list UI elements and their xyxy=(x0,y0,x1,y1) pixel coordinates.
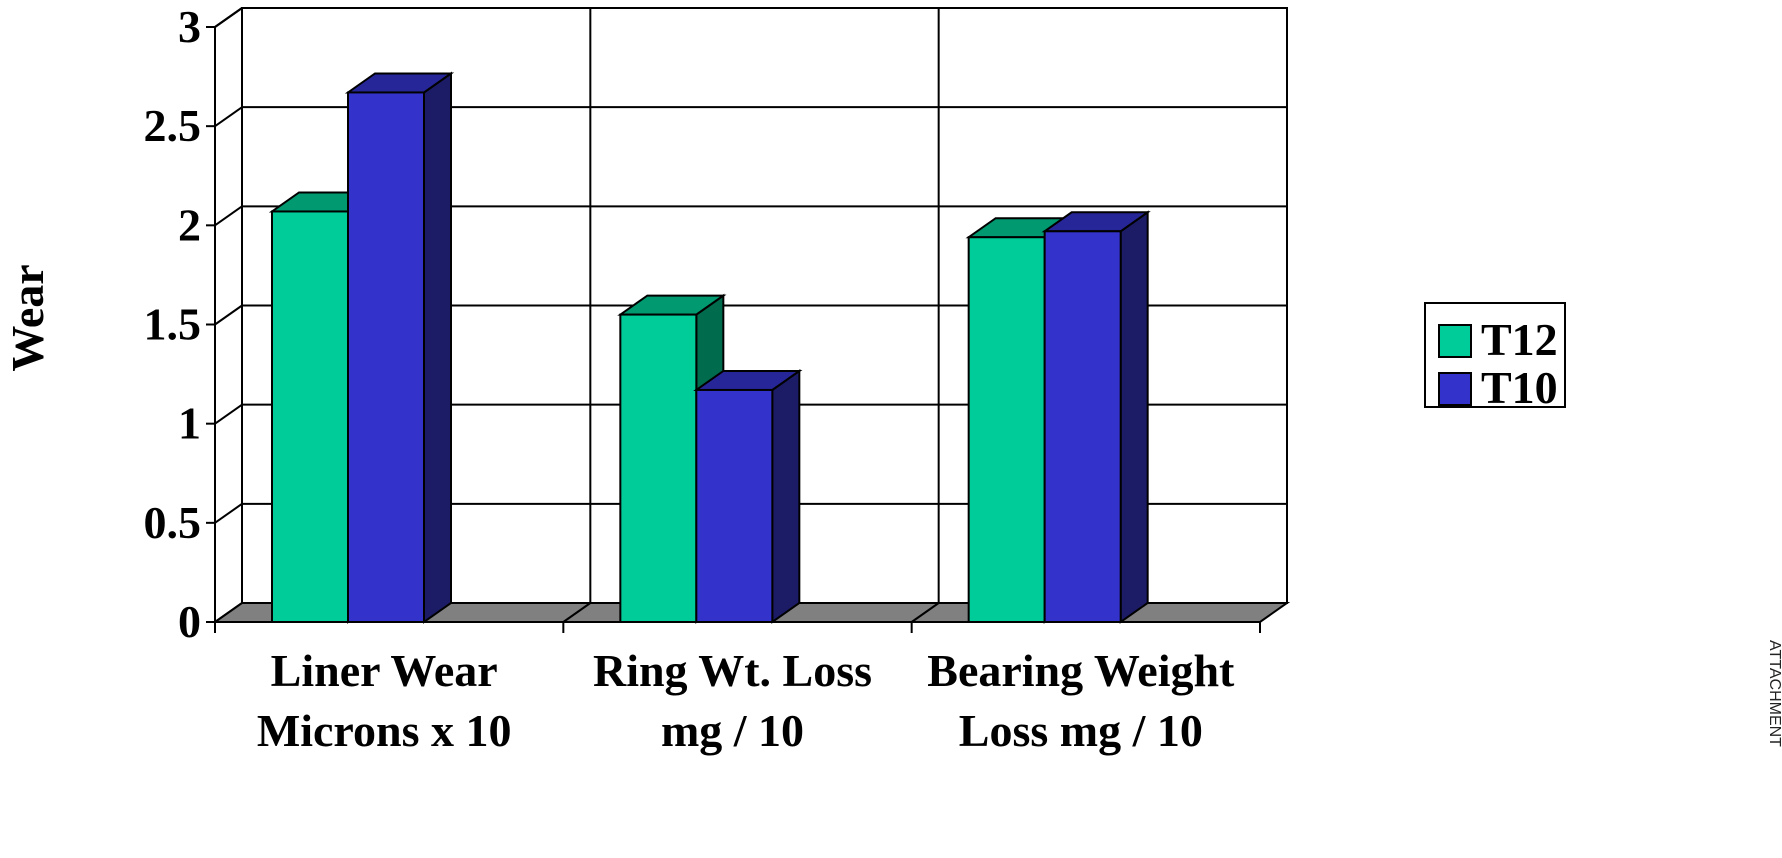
legend-label-t12: T12 xyxy=(1481,314,1558,365)
category-label: Loss mg / 10 xyxy=(959,705,1203,756)
bar-side-face xyxy=(1119,210,1149,624)
category-label: Ring Wt. Loss xyxy=(593,645,872,696)
gridline-side xyxy=(214,205,243,227)
category-label: Bearing Weight xyxy=(927,645,1235,696)
bar-side-face xyxy=(423,71,452,624)
legend-label-t10: T10 xyxy=(1481,362,1558,413)
y-tick-label: 1.5 xyxy=(144,299,202,350)
bar-t10-2 xyxy=(1041,210,1151,624)
y-tick-label: 1 xyxy=(178,398,201,449)
legend-swatch-t10 xyxy=(1438,372,1472,406)
bars-group xyxy=(268,71,1151,624)
y-tick-label: 0 xyxy=(178,596,201,647)
y-tick-label: 3 xyxy=(178,1,201,52)
bar-front-face xyxy=(271,210,349,623)
bar-front-face xyxy=(695,388,774,624)
floor-divider xyxy=(562,602,591,623)
category-label: mg / 10 xyxy=(661,705,804,756)
floor-divider xyxy=(911,602,940,623)
y-axis: 0 0.5 1 1.5 2 2.5 3 xyxy=(144,1,243,647)
y-tick-label: 0.5 xyxy=(144,497,202,548)
gridline-side xyxy=(214,503,243,524)
bar-front-face xyxy=(1043,230,1122,624)
gridline-side xyxy=(214,403,243,425)
bar-t10-0 xyxy=(344,71,455,624)
y-tick-label: 2 xyxy=(178,199,201,250)
gridline-side xyxy=(214,304,243,326)
category-label: Microns x 10 xyxy=(257,705,512,756)
y-axis-title: Wear xyxy=(2,264,53,371)
legend-swatch-t12 xyxy=(1438,324,1472,358)
gridline-side xyxy=(214,106,243,127)
x-axis xyxy=(214,621,1261,633)
bar-front-face xyxy=(619,313,698,623)
bar-front-face xyxy=(347,91,425,623)
y-axis-top-edge xyxy=(214,7,243,28)
category-labels: Liner Wear Microns x 10 Ring Wt. Loss mg / … xyxy=(257,645,1235,756)
y-tick-label: 2.5 xyxy=(144,100,202,151)
margin-annotation: ATTACHMENT xyxy=(1766,640,1782,747)
bar-t10-1 xyxy=(693,369,803,624)
bar-front-face xyxy=(967,236,1046,623)
bar-side-face xyxy=(771,369,801,624)
category-label: Liner Wear xyxy=(271,645,498,696)
